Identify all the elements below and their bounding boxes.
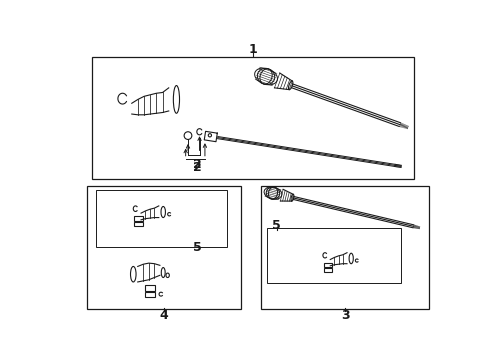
Bar [146,285,155,291]
Text: 5: 5 [193,241,201,254]
Bar [87,186,241,309]
Text: 4: 4 [160,309,169,321]
Text: 2: 2 [193,158,201,171]
Bar [267,228,401,283]
Bar [97,189,227,247]
Bar [324,263,332,267]
Bar [146,292,155,297]
Bar [134,216,143,221]
Text: 1: 1 [249,43,258,56]
Text: 3: 3 [341,309,349,321]
Bar [261,186,429,309]
Bar [134,222,143,226]
Bar [92,57,414,179]
Text: 2: 2 [193,161,201,175]
Text: 5: 5 [272,219,281,232]
Bar [324,268,332,272]
